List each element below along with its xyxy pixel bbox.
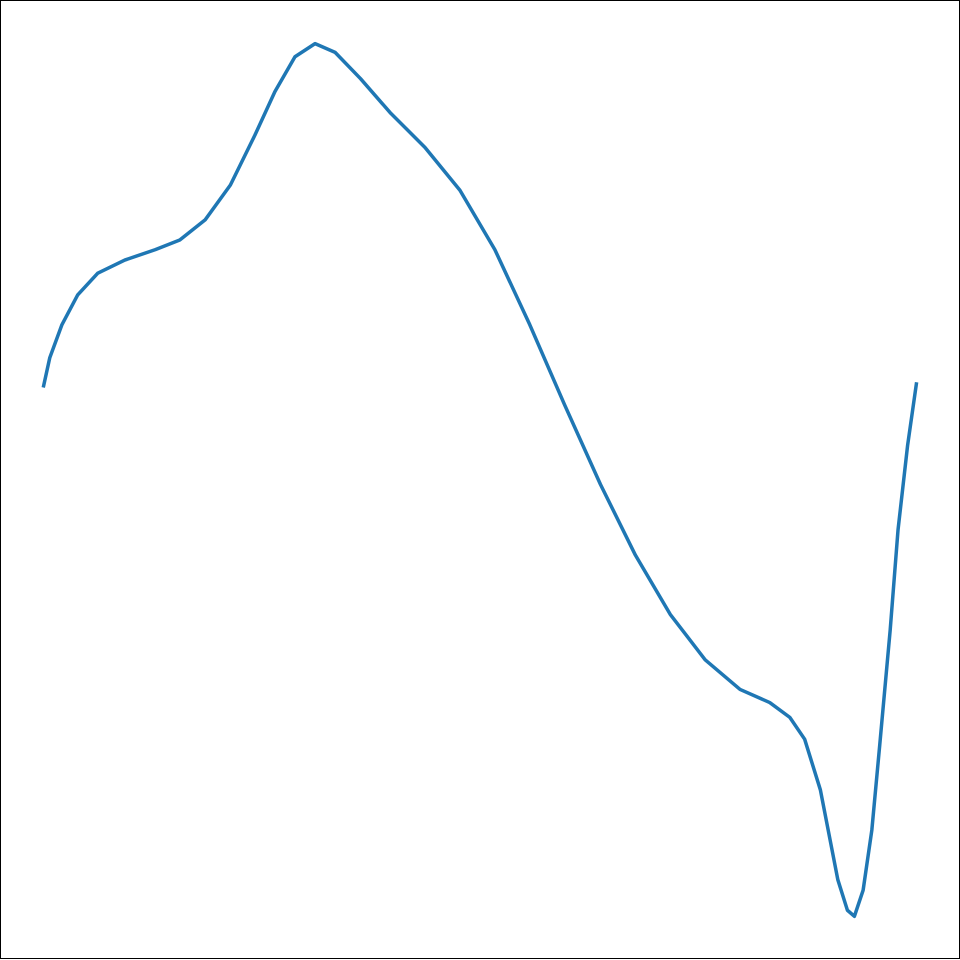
data-line [41,41,919,919]
